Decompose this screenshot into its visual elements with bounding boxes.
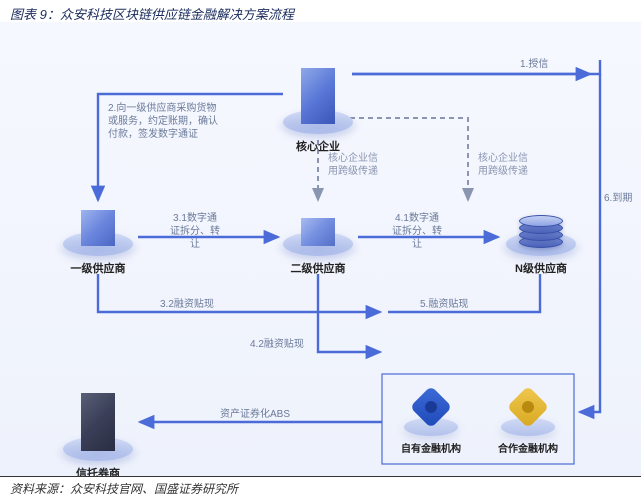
label-e31: 3.1数字通 证拆分、转 让 bbox=[170, 212, 220, 251]
label-e42: 4.2融资贴现 bbox=[250, 338, 304, 351]
label-e2: 2.向一级供应商采购货物 或服务，约定账期，确认 付款，签发数字通证 bbox=[108, 102, 218, 141]
node-s2: 二级供应商 bbox=[282, 202, 354, 276]
edge-32 bbox=[98, 274, 380, 312]
node-core: 核心企业 bbox=[282, 58, 354, 154]
label-e5: 5.融资贴现 bbox=[420, 298, 468, 311]
label-e6: 6.到期 bbox=[604, 192, 632, 205]
label-d1: 核心企业信 用跨级传递 bbox=[328, 152, 378, 178]
node-fin-coop: 合作金融机构 bbox=[492, 382, 564, 455]
label-d2: 核心企业信 用跨级传递 bbox=[478, 152, 528, 178]
edge-5-real bbox=[540, 274, 580, 374]
diagram-canvas: 核心企业 一级供应商 二级供应商 N级供应商 信托券商 bbox=[0, 22, 641, 478]
node-fin-own-label: 自有金融机构 bbox=[395, 440, 467, 455]
node-trust: 信托券商 bbox=[62, 387, 134, 481]
edge-5 bbox=[540, 274, 560, 312]
edge-42 bbox=[318, 274, 380, 352]
label-abs: 资产证券化ABS bbox=[220, 408, 290, 421]
node-s1-label: 一级供应商 bbox=[62, 260, 134, 276]
edge-5-main bbox=[540, 274, 572, 312]
figure-source: 资料来源：众安科技官网、国盛证券研究所 bbox=[0, 476, 641, 500]
label-e32: 3.2融资贴现 bbox=[160, 298, 214, 311]
node-s2-label: 二级供应商 bbox=[282, 260, 354, 276]
node-sn-label: N级供应商 bbox=[505, 260, 577, 276]
label-e41: 4.1数字通 证拆分、转 让 bbox=[392, 212, 442, 251]
node-sn: N级供应商 bbox=[505, 202, 577, 276]
edge-1 bbox=[352, 60, 600, 74]
node-fin-own: 自有金融机构 bbox=[395, 382, 467, 455]
node-fin-coop-label: 合作金融机构 bbox=[492, 440, 564, 455]
label-e1: 1.授信 bbox=[520, 58, 548, 71]
node-s1: 一级供应商 bbox=[62, 202, 134, 276]
